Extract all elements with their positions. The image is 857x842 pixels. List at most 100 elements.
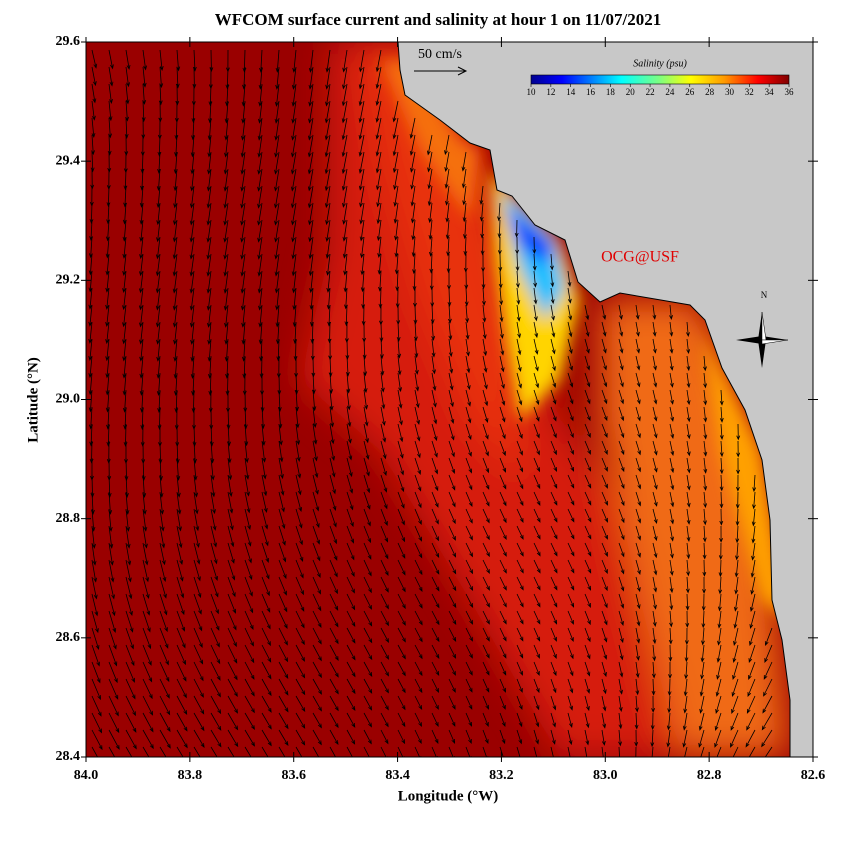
current-arrow xyxy=(191,389,196,413)
current-arrow xyxy=(261,712,272,730)
current-arrow xyxy=(635,508,642,524)
current-arrow xyxy=(635,440,641,456)
current-arrow xyxy=(516,406,523,423)
current-arrow xyxy=(669,389,674,405)
current-arrow xyxy=(699,695,705,714)
current-arrow xyxy=(122,253,127,276)
x-tick-label: 82.6 xyxy=(801,768,826,783)
current-arrow xyxy=(533,542,541,557)
current-arrow xyxy=(295,423,301,446)
current-arrow xyxy=(567,746,571,757)
current-arrow xyxy=(358,134,365,157)
current-arrow xyxy=(465,406,472,424)
current-arrow xyxy=(465,542,473,558)
current-arrow xyxy=(257,100,263,124)
current-arrow xyxy=(414,644,423,660)
current-arrow xyxy=(516,457,524,473)
current-arrow xyxy=(91,559,98,583)
current-arrow xyxy=(444,168,450,189)
current-arrow xyxy=(227,559,236,581)
current-arrow xyxy=(427,185,433,207)
current-arrow xyxy=(634,712,639,730)
current-arrow xyxy=(397,491,405,509)
current-arrow xyxy=(380,389,386,410)
current-arrow xyxy=(193,644,204,665)
current-arrow xyxy=(397,695,406,711)
current-arrow xyxy=(465,508,473,524)
current-arrow xyxy=(105,270,110,293)
current-arrow xyxy=(380,593,389,610)
current-arrow xyxy=(257,270,263,294)
current-arrow xyxy=(312,440,318,462)
current-arrow xyxy=(465,576,474,592)
current-arrow xyxy=(278,610,288,629)
current-arrow xyxy=(567,644,574,660)
current-arrow xyxy=(142,729,154,750)
current-arrow xyxy=(358,83,365,107)
current-arrow xyxy=(176,593,185,616)
current-arrow xyxy=(125,593,133,617)
current-arrow xyxy=(718,542,723,561)
current-arrow xyxy=(397,508,405,526)
current-arrow xyxy=(346,406,352,428)
current-arrow xyxy=(122,287,127,311)
current-arrow xyxy=(125,712,137,733)
current-arrow xyxy=(482,355,488,373)
current-arrow xyxy=(159,542,166,566)
current-arrow xyxy=(448,525,456,541)
current-arrow xyxy=(380,576,389,593)
current-arrow xyxy=(274,83,280,107)
current-arrow xyxy=(193,525,200,548)
current-arrow xyxy=(375,66,382,90)
current-arrow xyxy=(482,712,489,727)
current-arrow xyxy=(499,389,506,406)
current-arrow xyxy=(431,491,439,508)
current-arrow xyxy=(414,712,422,728)
current-arrow xyxy=(448,610,457,626)
current-arrow xyxy=(380,644,390,660)
current-arrow xyxy=(414,406,420,425)
current-arrow xyxy=(652,372,658,388)
current-arrow xyxy=(155,304,161,328)
current-arrow xyxy=(448,746,455,757)
current-arrow xyxy=(746,695,756,714)
current-arrow xyxy=(499,610,507,625)
current-arrow xyxy=(278,627,288,646)
current-arrow xyxy=(375,117,382,140)
current-arrow xyxy=(193,559,201,582)
current-arrow xyxy=(431,627,440,643)
current-arrow xyxy=(295,695,306,713)
current-arrow xyxy=(702,576,706,594)
current-arrow xyxy=(618,338,624,354)
current-arrow xyxy=(684,746,688,757)
colorbar-tick-label: 12 xyxy=(546,87,555,97)
current-arrow xyxy=(533,287,538,305)
current-arrow xyxy=(428,236,433,257)
current-arrow xyxy=(257,151,263,175)
current-arrow xyxy=(735,474,740,492)
current-arrow xyxy=(193,576,202,599)
current-arrow xyxy=(159,695,171,716)
current-arrow xyxy=(329,729,339,746)
current-arrow xyxy=(108,610,117,634)
current-arrow xyxy=(567,695,573,711)
current-arrow xyxy=(261,661,272,680)
current-arrow xyxy=(278,729,289,747)
current-arrow xyxy=(91,746,98,757)
current-arrow xyxy=(257,202,263,226)
current-arrow xyxy=(312,525,320,545)
current-arrow xyxy=(363,678,373,694)
current-arrow xyxy=(242,49,247,73)
current-arrow xyxy=(635,525,642,541)
current-arrow xyxy=(601,712,607,729)
current-arrow xyxy=(533,440,540,456)
current-arrow xyxy=(448,559,457,575)
x-tick-label: 83.0 xyxy=(593,768,618,783)
current-arrow xyxy=(394,236,399,258)
current-arrow xyxy=(635,695,639,713)
current-arrow xyxy=(414,746,422,757)
current-arrow xyxy=(601,593,608,609)
current-arrow xyxy=(652,610,657,627)
current-arrow xyxy=(652,576,658,593)
